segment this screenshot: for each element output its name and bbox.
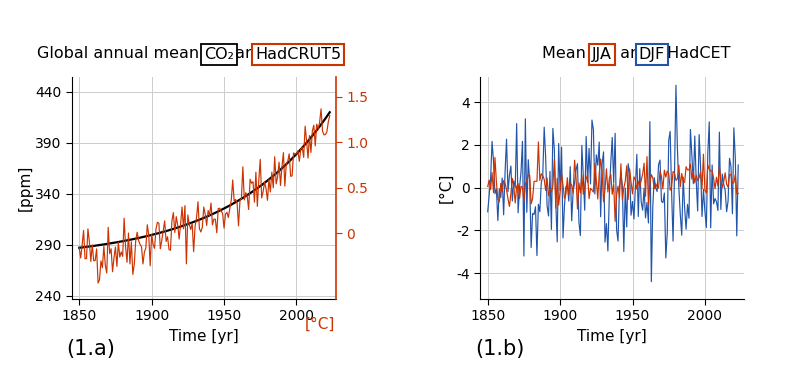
Text: and: and bbox=[230, 46, 270, 61]
Y-axis label: [ppm]: [ppm] bbox=[18, 164, 33, 211]
Text: Mean: Mean bbox=[542, 46, 591, 61]
Y-axis label: [°C]: [°C] bbox=[438, 172, 454, 203]
Text: and: and bbox=[615, 46, 656, 61]
Text: HadCRUT5: HadCRUT5 bbox=[255, 47, 342, 62]
Text: (1.b): (1.b) bbox=[475, 339, 525, 359]
Text: DJF: DJF bbox=[638, 47, 665, 62]
Text: [°C]: [°C] bbox=[305, 316, 335, 332]
Text: Global annual mean: Global annual mean bbox=[37, 46, 204, 61]
X-axis label: Time [yr]: Time [yr] bbox=[578, 329, 647, 344]
Text: HadCET: HadCET bbox=[662, 46, 731, 61]
Text: (1.a): (1.a) bbox=[66, 339, 116, 359]
X-axis label: Time [yr]: Time [yr] bbox=[169, 329, 238, 344]
Text: JJA: JJA bbox=[592, 47, 612, 62]
Text: CO₂: CO₂ bbox=[204, 47, 234, 62]
